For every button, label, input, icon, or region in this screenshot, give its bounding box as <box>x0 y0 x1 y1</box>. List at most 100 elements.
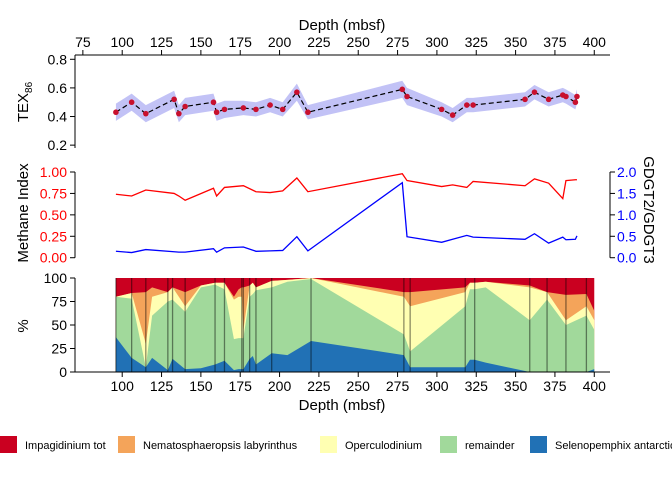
methane-index-line <box>115 172 577 202</box>
bottom-x-tick-label: 350 <box>504 378 528 394</box>
tex86-y-tick-label: 0.2 <box>48 137 68 153</box>
legend-label: Impagidinium tot <box>25 440 106 452</box>
composition-y-tick-label: 25 <box>51 341 67 357</box>
top-x-tick-label: 300 <box>425 34 449 50</box>
gdgt-ratio-line <box>115 181 578 254</box>
bottom-x-tick-label: 175 <box>229 378 253 394</box>
bottom-x-tick-label: 125 <box>150 378 174 394</box>
bottom-x-tick-label: 325 <box>465 378 489 394</box>
tex86-point <box>267 102 273 108</box>
tex86-point <box>449 112 456 118</box>
methane-y-axis-title: Methane Index <box>15 163 32 263</box>
tex86-y-tick-label: 0.4 <box>48 109 68 125</box>
legend-swatch <box>440 436 457 453</box>
tex86-uncertainty-band <box>115 80 577 123</box>
legend-swatch <box>0 436 17 453</box>
bottom-x-tick-label: 150 <box>189 378 213 394</box>
bottom-x-tick-label: 375 <box>543 378 567 394</box>
bottom-x-tick-label: 300 <box>425 378 449 394</box>
tex86-point <box>545 96 552 103</box>
tex86-point <box>522 96 528 103</box>
tex86-y-tick-label: 0.6 <box>48 80 68 96</box>
legend: Impagidinium tot Nematosphaeropsis labyri… <box>0 436 672 453</box>
methane-panel: 0.00 0.25 0.50 0.75 1.00 0.0 0.5 1.0 1.5 2.0 Met… <box>15 156 657 265</box>
composition-y-tick-label: 75 <box>51 294 67 310</box>
tex86-point <box>213 109 220 116</box>
composition-y-tick-label: 50 <box>51 317 67 333</box>
methane-y-tick-label: 1.00 <box>40 164 67 180</box>
tex86-dashed-line <box>115 88 578 116</box>
top-x-tick-label: 175 <box>229 34 253 50</box>
bottom-x-axis-title: Depth (mbsf) <box>299 397 386 414</box>
tex86-points <box>113 86 580 118</box>
tex86-point <box>464 102 470 108</box>
tex86-point <box>221 106 228 113</box>
top-x-tick-label: 200 <box>268 34 292 50</box>
composition-y-tick-label: 100 <box>44 270 68 286</box>
top-x-tick-label: 375 <box>543 34 567 50</box>
top-x-tick-label: 275 <box>386 34 410 50</box>
tex86-point <box>240 105 247 111</box>
bottom-x-tick-label: 225 <box>307 378 331 394</box>
tex86-line <box>115 88 578 116</box>
bottom-x-axis: 100 125 150 175 200 225 250 275 300 325 350 375 400 <box>75 371 610 394</box>
tex86-point <box>143 110 149 117</box>
top-x-axis: 75 100 125 150 175 200 225 250 275 300 325 350 375 40… <box>75 34 610 56</box>
legend-swatch <box>530 436 547 453</box>
composition-y-axis-title: % <box>15 319 32 332</box>
tex86-point <box>531 89 538 95</box>
tex86-point <box>399 86 406 93</box>
composition-panel: 0 25 50 75 100 100 125 150 175 200 225 250 275 300 32… <box>15 270 610 414</box>
legend-swatch <box>118 436 135 453</box>
gdgt-y-tick-label: 0.5 <box>617 228 637 244</box>
top-x-axis-title: Depth (mbsf) <box>299 17 386 34</box>
methane-y-tick-label: 0.75 <box>40 185 67 201</box>
top-x-tick-label: 400 <box>583 34 607 50</box>
gdgt-y-tick-label: 0.0 <box>617 250 637 266</box>
tex86-y-tick-label: 0.8 <box>48 51 68 67</box>
gdgt-y-axis: 0.0 0.5 1.0 1.5 2.0 <box>609 164 637 266</box>
top-x-tick-label: 325 <box>465 34 489 50</box>
methane-gdgt-lines <box>115 172 578 254</box>
methane-y-tick-label: 0.25 <box>40 228 67 244</box>
legend-label: Selenopemphix antarctica <box>555 440 672 452</box>
methane-y-tick-label: 0.00 <box>40 250 67 266</box>
top-x-tick-label: 225 <box>307 34 331 50</box>
tex86-point <box>563 93 569 100</box>
legend-label: Nematosphaeropsis labyrinthus <box>143 440 298 452</box>
top-x-tick-label: 100 <box>111 34 135 50</box>
bottom-x-tick-label: 250 <box>347 378 371 394</box>
tex86-point <box>470 102 476 108</box>
tex86-point <box>253 106 259 113</box>
methane-y-tick-label: 0.50 <box>40 207 67 223</box>
bottom-x-tick-label: 200 <box>268 378 292 394</box>
sample-lines <box>115 278 588 372</box>
area-selenopemphix-antarctica <box>115 337 595 372</box>
bottom-x-tick-label: 275 <box>386 378 410 394</box>
tex86-point <box>305 109 311 116</box>
tex86-point <box>572 99 579 106</box>
methane-y-axis: 0.00 0.25 0.50 0.75 1.00 <box>40 164 76 266</box>
tex86-point <box>171 96 177 103</box>
tex86-point <box>294 89 300 95</box>
gdgt-y-tick-label: 1.5 <box>617 185 637 201</box>
composition-y-tick-label: 0 <box>59 364 67 380</box>
top-x-tick-label: 150 <box>189 34 213 50</box>
legend-label: Operculodinium <box>345 440 422 452</box>
tex86-point <box>210 99 217 106</box>
bottom-x-tick-label: 100 <box>111 378 135 394</box>
tex86-point <box>128 99 135 106</box>
gdgt-y-tick-label: 2.0 <box>617 164 637 180</box>
bottom-x-tick-label: 400 <box>583 378 607 394</box>
tex86-point <box>176 110 182 117</box>
tex86-point <box>182 103 188 110</box>
area-remainder <box>115 278 595 372</box>
legend-label: remainder <box>465 440 515 452</box>
tex86-y-axis-title: TEX86 <box>15 81 35 122</box>
tex86-y-axis: 0.2 0.4 0.6 0.8 <box>48 51 76 153</box>
top-x-tick-label: 125 <box>150 34 174 50</box>
tex86-band-area <box>115 80 577 123</box>
composition-areas <box>115 278 595 372</box>
tex86-point <box>574 93 580 100</box>
